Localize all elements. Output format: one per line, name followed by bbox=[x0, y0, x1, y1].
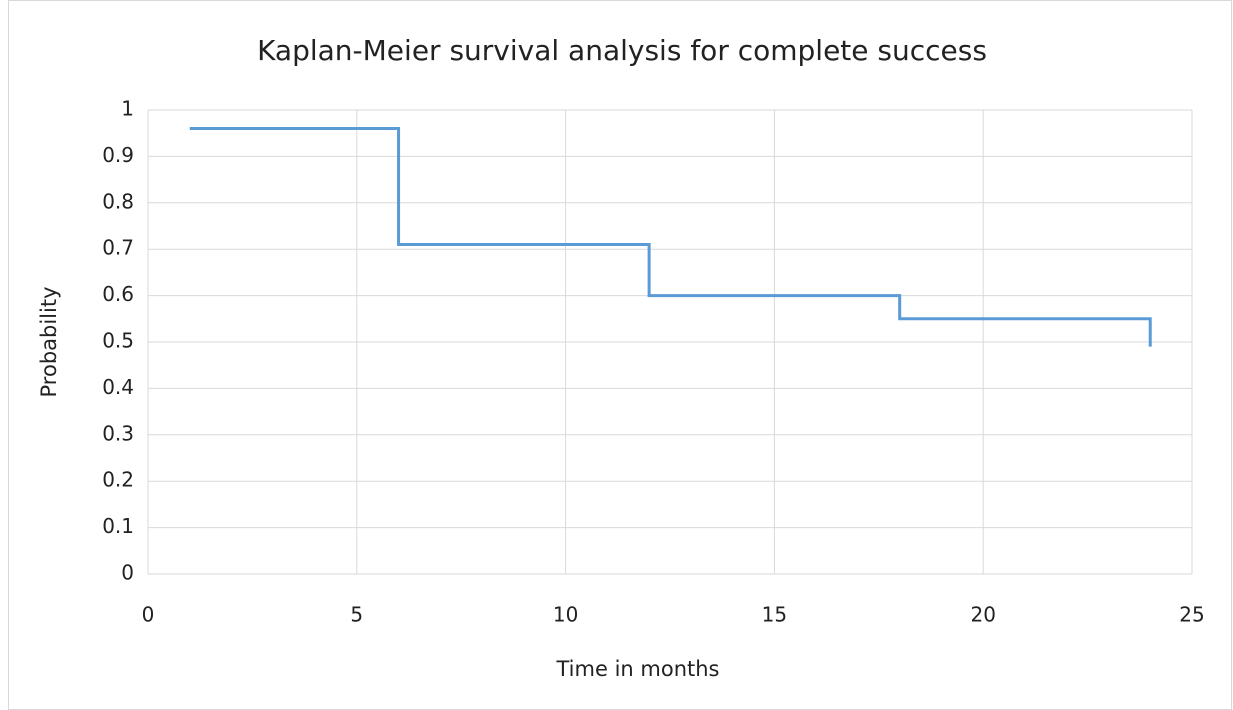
y-tick-label: 0 bbox=[121, 561, 134, 585]
y-tick-label: 0.6 bbox=[102, 282, 134, 306]
x-tick-label: 0 bbox=[142, 603, 155, 627]
x-tick-label: 10 bbox=[553, 603, 578, 627]
chart-frame bbox=[8, 0, 1232, 710]
y-tick-label: 0.1 bbox=[102, 514, 134, 538]
x-tick-label: 5 bbox=[350, 603, 363, 627]
x-tick-label: 20 bbox=[970, 603, 995, 627]
x-tick-label: 15 bbox=[762, 603, 787, 627]
x-axis-label: Time in months bbox=[556, 657, 720, 681]
y-tick-label: 0.4 bbox=[102, 375, 134, 399]
y-tick-label: 0.8 bbox=[102, 189, 134, 213]
y-tick-label: 0.3 bbox=[102, 421, 134, 445]
y-tick-label: 1 bbox=[121, 97, 134, 121]
y-axis-label: Probability bbox=[37, 286, 61, 397]
y-tick-label: 0.5 bbox=[102, 329, 134, 353]
y-tick-label: 0.9 bbox=[102, 143, 134, 167]
y-tick-label: 0.2 bbox=[102, 468, 134, 492]
chart-title: Kaplan-Meier survival analysis for compl… bbox=[257, 34, 987, 67]
survival-line bbox=[189, 127, 1152, 347]
x-tick-label: 25 bbox=[1179, 603, 1204, 627]
y-tick-label: 0.7 bbox=[102, 236, 134, 260]
